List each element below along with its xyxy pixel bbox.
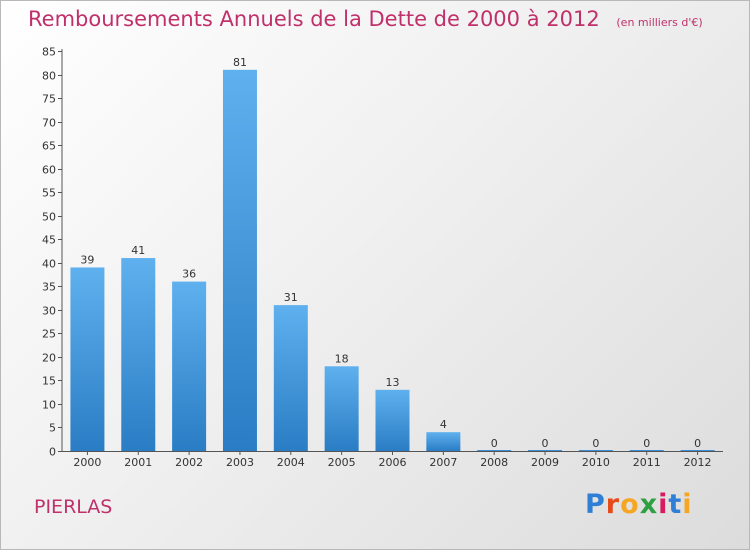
logo-letter: x	[639, 489, 659, 520]
chart-title-text: Remboursements Annuels de la Dette de 20…	[28, 7, 600, 31]
y-tick-label: 65	[42, 140, 56, 153]
data-label: 18	[335, 352, 349, 365]
x-tick-label: 2003	[226, 456, 254, 469]
chart-title: Remboursements Annuels de la Dette de 20…	[28, 7, 703, 31]
logo-letter: P	[585, 489, 606, 520]
data-label: 0	[592, 437, 599, 450]
bar	[528, 450, 563, 451]
x-tick-label: 2009	[531, 456, 559, 469]
data-label: 0	[491, 437, 498, 450]
y-tick-label: 35	[42, 281, 56, 294]
x-tick-label: 2001	[124, 456, 152, 469]
y-tick-label: 5	[49, 422, 56, 435]
logo-letter: o	[620, 489, 640, 520]
y-tick-label: 50	[42, 211, 56, 224]
bar	[121, 258, 156, 451]
bar	[477, 450, 512, 451]
x-tick-label: 2002	[175, 456, 203, 469]
x-tick-label: 2008	[480, 456, 508, 469]
data-label: 0	[694, 437, 701, 450]
x-tick-label: 2011	[633, 456, 661, 469]
x-tick-label: 2004	[277, 456, 305, 469]
data-label: 31	[284, 291, 298, 304]
bar	[629, 450, 664, 451]
data-label: 4	[440, 418, 447, 431]
y-tick-label: 15	[42, 375, 56, 388]
x-tick-label: 2005	[328, 456, 356, 469]
x-tick-label: 2010	[582, 456, 610, 469]
y-tick-label: 25	[42, 328, 56, 341]
bar	[222, 69, 257, 451]
logo-letter: i	[682, 489, 693, 520]
logo-letter: r	[605, 489, 621, 520]
bar	[324, 366, 359, 451]
y-tick-label: 20	[42, 352, 56, 365]
data-label: 0	[643, 437, 650, 450]
y-tick-label: 80	[42, 70, 56, 83]
data-label: 39	[80, 253, 94, 266]
data-label: 13	[386, 376, 400, 389]
bar	[70, 267, 105, 451]
y-tick-label: 55	[42, 187, 56, 200]
proxiti-logo: Proxiti	[585, 489, 693, 520]
y-tick-label: 45	[42, 234, 56, 247]
bar	[680, 450, 715, 451]
commune-name: PIERLAS	[34, 496, 113, 518]
chart-labels: 2000 39 2001 41 2002 36 2003 81 2004 31 2005 18 2006…	[73, 56, 711, 469]
chart-unit: (en milliers d'€)	[616, 16, 703, 29]
data-label: 81	[233, 56, 247, 69]
bar	[578, 450, 613, 451]
bar	[273, 305, 308, 451]
logo-letter: i	[658, 489, 669, 520]
x-tick-label: 2012	[684, 456, 712, 469]
data-label: 0	[542, 437, 549, 450]
y-tick-label: 30	[42, 305, 56, 318]
data-label: 41	[131, 244, 145, 257]
logo-letter: t	[668, 489, 683, 520]
x-tick-label: 2007	[429, 456, 457, 469]
data-label: 36	[182, 268, 196, 281]
bar	[426, 432, 461, 451]
y-tick-label: 10	[42, 399, 56, 412]
y-tick-label: 75	[42, 93, 56, 106]
y-tick-label: 0	[49, 446, 56, 459]
bar	[172, 281, 207, 451]
y-tick-label: 70	[42, 117, 56, 130]
y-tick-label: 40	[42, 258, 56, 271]
x-tick-label: 2000	[73, 456, 101, 469]
y-tick-label: 60	[42, 164, 56, 177]
x-tick-label: 2006	[379, 456, 407, 469]
chart-bars	[70, 69, 715, 451]
y-tick-label: 85	[42, 46, 56, 59]
bar	[375, 389, 410, 451]
